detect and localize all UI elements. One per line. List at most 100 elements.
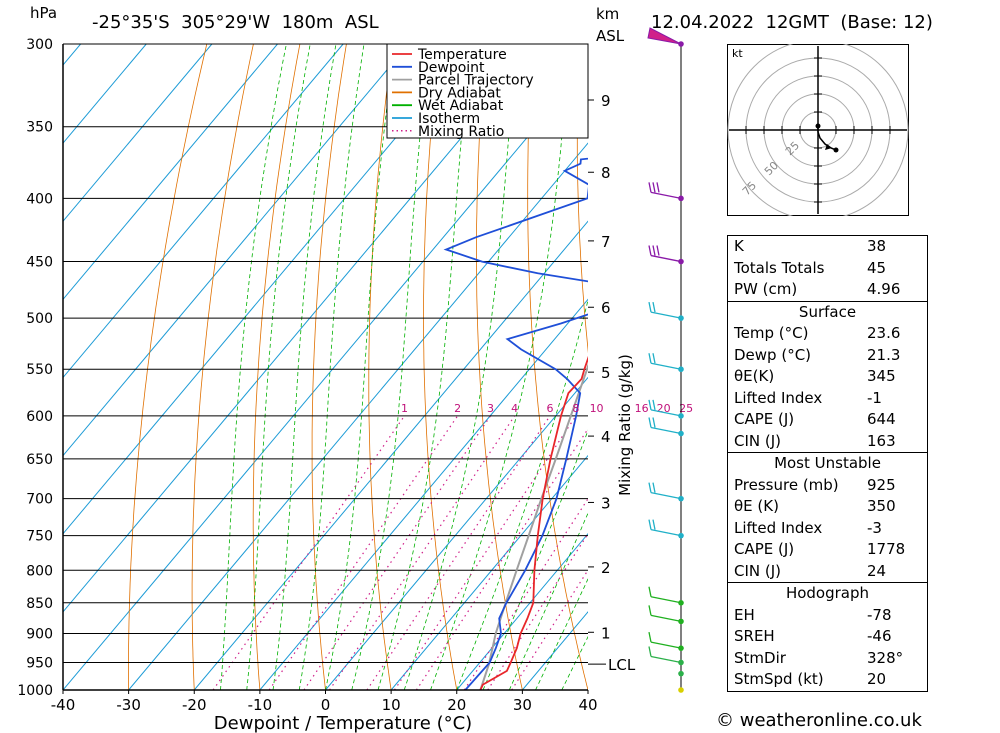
hodograph-trace	[817, 126, 837, 151]
dry-adiabat-line	[527, 44, 588, 690]
most-unstable-label: Lifted Index	[734, 518, 823, 537]
wet-adiabat-line	[272, 44, 337, 690]
dry-adiabat-line	[476, 44, 523, 690]
km-label: km	[596, 5, 620, 23]
height-tick-label: 2	[601, 559, 611, 577]
index-value: 4.96	[867, 280, 901, 298]
wind-barb-feather	[648, 605, 652, 616]
pressure-tick-label: 550	[26, 362, 53, 378]
dry-adiabat-line	[423, 44, 458, 690]
hodograph-label: StmSpd (kt)	[734, 670, 824, 688]
mixing-ratio-label: 1	[401, 402, 408, 415]
legend-label: Wet Adiabat	[418, 98, 504, 114]
most-unstable-value: 350	[867, 497, 896, 515]
pressure-tick-label: 600	[26, 409, 53, 425]
surface-value: 163	[867, 431, 896, 450]
wind-barb-shaft	[650, 641, 682, 649]
wind-barb-shaft	[650, 254, 682, 263]
wind-barb-feather	[652, 301, 656, 313]
surface-label: Temp (°C)	[734, 324, 809, 342]
index-label: Totals Totals	[734, 258, 825, 277]
mixing-ratio-label: 16	[635, 402, 649, 415]
index-value: 38	[867, 237, 887, 255]
most-unstable-value: 1778	[867, 540, 906, 558]
height-tick-label: 3	[601, 494, 611, 512]
surface-label: CIN (J)	[734, 431, 782, 450]
pressure-tick-label: 750	[26, 529, 53, 545]
mixing-ratio-label: 25	[679, 402, 693, 415]
wind-level-dot	[678, 670, 684, 677]
wind-barb-feather	[648, 632, 652, 643]
height-tick-label: 9	[601, 92, 611, 110]
wind-barb-shaft	[650, 529, 682, 537]
most-unstable-value: 24	[867, 561, 887, 580]
surface-value: 21.3	[867, 345, 901, 364]
wind-barb-feather	[652, 519, 656, 530]
wind-barb-shaft	[650, 311, 682, 319]
isotherm-line	[259, 298, 588, 690]
isotherm-line	[63, 44, 410, 457]
wet-adiabat-line	[430, 44, 571, 690]
wet-adiabat-line	[377, 44, 471, 690]
series-parcel-trajectory	[479, 362, 588, 690]
datetime-title: 12.04.2022 12GMT (Base: 12)	[651, 12, 933, 33]
wind-pennant	[647, 27, 682, 45]
legend-label: Temperature	[417, 47, 507, 63]
most-unstable-label: Pressure (mb)	[734, 475, 839, 494]
series-temperature	[479, 355, 588, 690]
mixing-ratio-line	[511, 568, 588, 690]
pressure-tick-label: 700	[26, 492, 53, 508]
height-tick-label: 8	[601, 164, 611, 182]
wet-adiabat-line	[482, 429, 588, 690]
wind-barb-feather	[648, 417, 652, 428]
isotherm-line	[63, 44, 475, 535]
mixing-ratio-line	[487, 532, 588, 690]
temperature-tick-label: -10	[248, 696, 273, 714]
index-value: 45	[867, 258, 887, 277]
dry-adiabat-line	[252, 44, 301, 690]
temperature-tick-label: -20	[182, 696, 207, 714]
wind-barb-feather	[648, 301, 652, 313]
temperature-tick-label: 40	[578, 696, 597, 714]
dry-adiabat-line	[951, 44, 1000, 690]
hodograph-label: EH	[734, 605, 755, 624]
isotherm-line	[63, 64, 588, 690]
isotherm-line	[456, 532, 588, 690]
pressure-tick-label: 800	[26, 563, 53, 579]
legend-label: Isotherm	[418, 111, 480, 127]
series-dewpoint	[443, 51, 588, 690]
surface-value: 644	[867, 410, 896, 428]
profile-series	[443, 51, 588, 690]
most-unstable-value: 925	[867, 475, 896, 494]
wind-barb-shaft	[650, 491, 682, 500]
pressure-tick-label: 500	[26, 311, 53, 327]
height-tick-label: 5	[601, 364, 611, 382]
temperature-tick-label: 0	[321, 696, 331, 714]
index-label: K	[734, 237, 744, 255]
wet-adiabat-line	[535, 578, 588, 690]
surface-label: CAPE (J)	[734, 410, 795, 428]
pressure-tick-label: 400	[26, 191, 53, 207]
wind-barb-shaft	[650, 409, 682, 417]
wet-adiabat-line	[298, 44, 365, 690]
mixing-ratio-label: 3	[487, 402, 494, 415]
mixing-ratio-label: 4	[511, 402, 518, 415]
isotherm-line	[63, 44, 344, 379]
wind-level-dot	[678, 430, 684, 437]
pressure-tick-label: 450	[26, 255, 53, 271]
wind-barb-feather	[652, 417, 656, 428]
pressure-tick-label: 850	[26, 596, 53, 612]
isotherm-line	[0, 44, 15, 690]
hodograph-label: SREH	[734, 627, 775, 645]
mixing-ratio-axis-label: Mixing Ratio (g/kg)	[616, 354, 634, 496]
wind-barb-feather	[648, 399, 652, 411]
temperature-tick-label: 10	[382, 696, 401, 714]
pressure-tick-label: 300	[26, 37, 53, 53]
wind-barb-feather	[648, 353, 652, 364]
footer-credit[interactable]: © weatheronline.co.uk	[716, 710, 922, 731]
pressure-tick-label: 950	[26, 655, 53, 671]
mixing-ratio-line	[303, 415, 491, 690]
height-tick-label: 4	[601, 428, 611, 446]
temperature-tick-label: 30	[513, 696, 532, 714]
